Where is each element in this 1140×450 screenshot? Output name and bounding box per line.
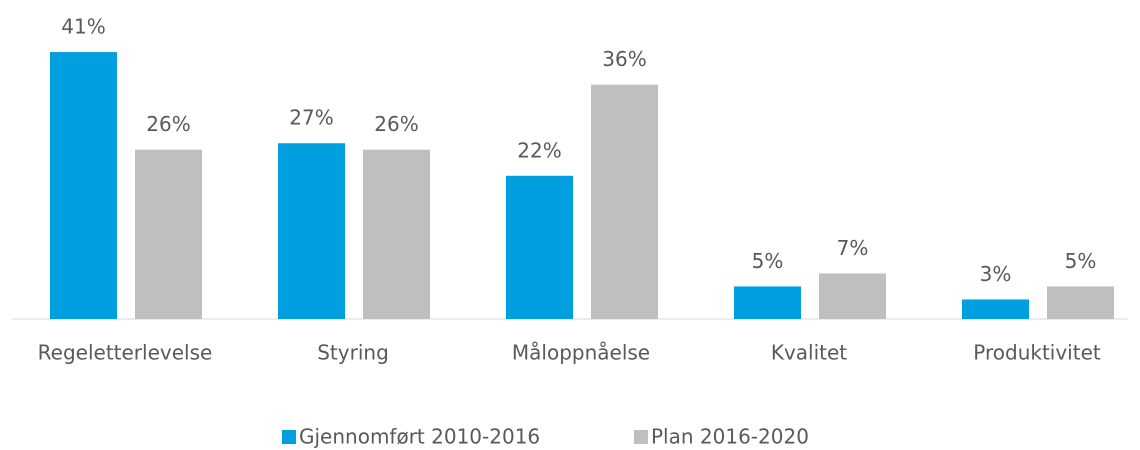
bar <box>591 84 658 319</box>
bar <box>1047 286 1114 319</box>
data-label: 26% <box>146 112 190 136</box>
bar <box>506 175 573 319</box>
x-tick-label: Produktivitet <box>973 341 1101 365</box>
bar <box>962 299 1029 319</box>
x-tick-label: Styring <box>317 341 389 365</box>
data-label: 26% <box>374 112 418 136</box>
data-label: 7% <box>837 236 869 260</box>
data-label: 5% <box>1065 249 1097 273</box>
bar <box>135 149 202 319</box>
bar <box>363 149 430 319</box>
x-tick-label: Regeletterlevelse <box>38 341 213 365</box>
data-label: 3% <box>980 262 1012 286</box>
bar <box>819 273 886 319</box>
legend-label: Plan 2016-2020 <box>651 425 809 449</box>
x-tick-label: Kvalitet <box>771 341 847 365</box>
data-label: 41% <box>61 15 105 39</box>
data-label: 22% <box>517 138 561 162</box>
x-tick-label: Måloppnåelse <box>512 341 650 365</box>
data-label: 36% <box>602 47 646 71</box>
legend-swatch <box>634 430 648 444</box>
legend-swatch <box>282 430 296 444</box>
bar <box>734 286 801 319</box>
data-label: 5% <box>752 249 784 273</box>
bar <box>278 143 345 319</box>
bar <box>50 52 117 320</box>
legend-label: Gjennomført 2010-2016 <box>299 425 540 449</box>
data-label: 27% <box>289 106 333 130</box>
